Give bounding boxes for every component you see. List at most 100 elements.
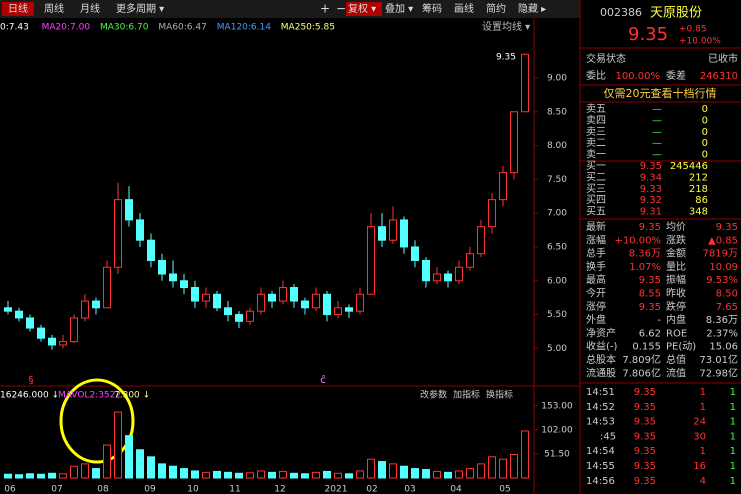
book-label: 买三	[586, 183, 606, 195]
candle-body	[268, 293, 276, 302]
book-volume: 0	[702, 104, 708, 115]
stat-label: 总值	[666, 353, 686, 366]
candle-body	[81, 300, 89, 319]
stat-label: 总手	[586, 247, 606, 260]
stat-value: 7.65	[716, 302, 738, 313]
ratio-cell: 委比	[586, 69, 606, 82]
tool-button[interactable]: 叠加 ▾	[385, 3, 413, 15]
volume-bar	[345, 473, 353, 479]
trade-volume: 1	[700, 446, 706, 457]
candle-body	[158, 259, 166, 275]
trade-price: 9.35	[634, 461, 656, 472]
side-panel	[580, 0, 741, 494]
volume-bar	[389, 463, 397, 479]
volume-bar	[59, 473, 67, 479]
candle-body	[26, 317, 34, 329]
book-price: —	[652, 115, 662, 126]
volume-bar	[455, 470, 463, 479]
y-tick-label: 7.00	[547, 209, 567, 219]
candle-body	[499, 172, 507, 201]
volume-bar	[103, 444, 111, 479]
zoom-button[interactable]: −	[336, 2, 346, 16]
vol-button[interactable]: 换指标	[486, 389, 513, 401]
period-tab[interactable]: 周线	[44, 2, 64, 15]
stock-price: 9.35	[628, 24, 668, 45]
volume-bar	[224, 471, 232, 479]
trade-time: 14:53	[586, 417, 615, 428]
stat-label: 流值	[666, 366, 686, 379]
tool-button[interactable]: 简约	[486, 2, 506, 15]
price-label: 9.35	[496, 53, 516, 63]
vol-button[interactable]: 加指标	[453, 389, 480, 401]
period-tab[interactable]: 更多周期 ▾	[116, 2, 164, 15]
tool-button[interactable]: 画线	[454, 2, 474, 15]
trade-price: 9.35	[634, 476, 656, 487]
candle-body	[70, 317, 78, 343]
book-volume: 212	[689, 172, 708, 183]
vol-tick-label: 153.00	[541, 402, 573, 412]
candle-body	[422, 259, 430, 282]
stat-value: 8.36万	[706, 315, 738, 326]
stat-label: 换手	[586, 260, 606, 273]
book-price: —	[652, 104, 662, 115]
candle-body	[334, 307, 342, 316]
stat-label: 金额	[666, 247, 686, 260]
trade-time: 14:56	[586, 476, 615, 487]
volume-bar	[15, 474, 23, 479]
stat-label: 今开	[586, 287, 606, 300]
candle-body	[136, 219, 144, 241]
event-marker: ĉ	[320, 374, 326, 386]
toolbar	[0, 0, 580, 18]
book-price: —	[652, 127, 662, 138]
period-tab[interactable]: 月线	[80, 2, 100, 15]
volume-bar	[279, 470, 287, 479]
ma-setting[interactable]: 设置均线 ▾	[482, 20, 530, 33]
volume-bar	[147, 456, 155, 479]
candle-body	[169, 273, 177, 282]
promo-link[interactable]: 仅需20元查看十档行情	[604, 86, 717, 100]
stat-value: 73.01亿	[699, 353, 738, 366]
candle-body	[59, 341, 67, 346]
ratio-cell: 100.00%	[616, 71, 661, 82]
tool-button[interactable]: 复权 ▾	[348, 2, 376, 15]
book-price: 9.31	[640, 207, 662, 218]
stat-label: 量比	[666, 261, 686, 273]
volume-bar	[136, 449, 144, 479]
volume-bar	[213, 470, 221, 479]
x-tick-label: 06	[4, 485, 16, 494]
vol-header: 16246.000 ↓	[0, 391, 59, 401]
trade-count: 1	[730, 476, 736, 487]
volume-bar	[92, 468, 100, 479]
tool-button[interactable]: 筹码	[422, 2, 442, 15]
book-volume: 86	[695, 195, 708, 206]
candle-body	[345, 307, 353, 312]
book-label: 卖五	[586, 103, 606, 115]
period-tab[interactable]: 日线	[8, 2, 28, 15]
tool-button[interactable]: 隐藏 ▸	[518, 3, 546, 15]
zoom-button[interactable]: +	[320, 2, 330, 16]
ma-label: MA60:6.47	[158, 23, 206, 33]
stat-label: 内盘	[666, 313, 686, 326]
y-tick-label: 5.00	[547, 344, 567, 354]
vol-tick-label: 51.50	[544, 449, 570, 459]
trade-count: 1	[730, 446, 736, 457]
book-price: 9.32	[640, 195, 662, 206]
stat-value: 15.06	[709, 342, 738, 353]
candle-body	[114, 199, 122, 268]
candle-body	[389, 219, 397, 241]
stat-label: 涨跌	[666, 233, 686, 246]
stat-label: PE(动)	[666, 341, 696, 353]
candle-body	[301, 300, 309, 309]
volume-bar	[158, 463, 166, 479]
candle-body	[367, 226, 375, 295]
trade-price: 9.35	[634, 402, 656, 413]
volume-bar	[290, 472, 298, 479]
candle-body	[191, 287, 199, 302]
stat-value: -	[657, 315, 661, 326]
stat-label: 最高	[586, 273, 606, 286]
vol-button[interactable]: 改参数	[420, 389, 447, 401]
trade-price: 9.35	[634, 417, 656, 428]
volume-bar	[268, 471, 276, 479]
x-tick-label: 11	[229, 485, 240, 494]
